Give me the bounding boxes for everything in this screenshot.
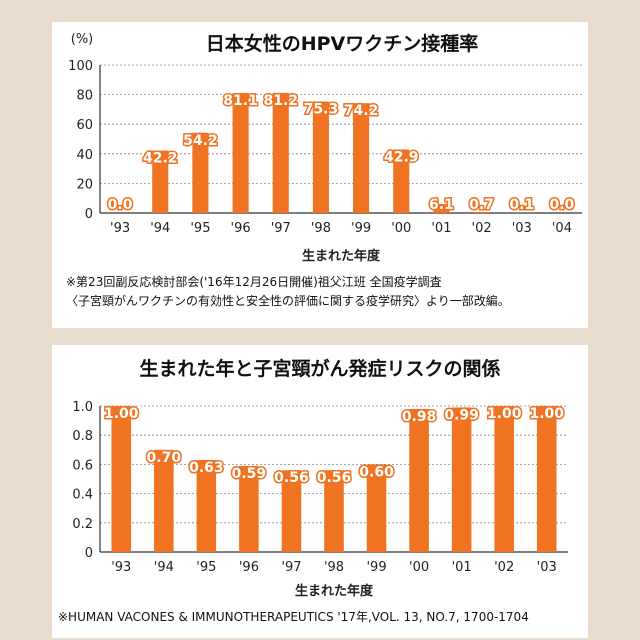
bar — [312, 101, 329, 213]
data-label: 1.00 — [529, 406, 564, 422]
x-tick-label: '96 — [239, 560, 259, 575]
y-tick-label: 100 — [68, 59, 93, 74]
x-tick-label: '94 — [154, 560, 174, 575]
x-tick-label: '97 — [281, 560, 301, 575]
bar — [152, 150, 169, 213]
y-tick-label: 0 — [85, 546, 93, 561]
bar — [232, 92, 249, 213]
y-tick-label: 0.4 — [72, 488, 93, 503]
data-label: 42.2 — [143, 151, 178, 167]
y-tick-label: 1.0 — [72, 400, 93, 415]
x-axis-title: 生まれた年度 — [302, 248, 381, 264]
data-label: 74.2 — [344, 103, 379, 119]
x-tick-label: '00 — [391, 221, 411, 236]
data-label: 81.2 — [263, 93, 298, 109]
x-tick-label: '95 — [196, 560, 216, 575]
x-tick-label: '98 — [324, 560, 344, 575]
bar — [192, 132, 209, 213]
data-label: 0.0 — [550, 197, 575, 213]
bar — [473, 211, 490, 213]
x-tick-label: '98 — [311, 221, 331, 236]
x-tick-label: '97 — [271, 221, 291, 236]
x-tick-label: '99 — [366, 560, 386, 575]
bar — [366, 464, 387, 552]
bar — [111, 406, 132, 552]
bar — [272, 92, 289, 213]
source-note: 〈子宮頸がんワクチンの有効性と安全性の評価に関する疫学研究〉より一部改編。 — [66, 293, 510, 308]
x-tick-label: '00 — [409, 560, 429, 575]
data-label: 0.59 — [232, 466, 267, 482]
data-label: 0.7 — [469, 197, 494, 213]
y-tick-label: 60 — [76, 118, 93, 133]
x-tick-label: '02 — [472, 221, 492, 236]
y-tick-label: 80 — [76, 89, 93, 104]
bar — [451, 407, 472, 552]
data-label: 0.98 — [402, 409, 437, 425]
y-tick-label: 0.2 — [72, 517, 93, 532]
source-note: ※第23回副反応検討部会('16年12月26日開催)祖父江班 全国疫学調査 — [66, 274, 442, 289]
bar — [433, 203, 450, 213]
x-tick-label: '94 — [150, 221, 170, 236]
data-label: 0.70 — [147, 450, 182, 466]
bar — [494, 406, 514, 552]
x-tick-label: '01 — [431, 221, 451, 236]
data-label: 1.00 — [104, 406, 139, 422]
cancer-risk-chart-panel: 生まれた年と子宮頸がん発症リスクの関係 0 0.2 0.4 0.6 0.8 1.0 1.00 '… — [52, 345, 588, 638]
data-label: 75.3 — [304, 102, 339, 118]
x-tick-label: '96 — [231, 221, 251, 236]
data-label: 0.63 — [189, 460, 224, 476]
x-tick-label: '93 — [110, 221, 130, 236]
bar — [281, 470, 302, 552]
y-tick-label: 20 — [76, 177, 93, 192]
data-label: 0.1 — [509, 197, 534, 213]
y-unit-label: (%) — [71, 32, 94, 47]
bar — [196, 460, 217, 552]
y-tick-label: 0 — [85, 207, 93, 222]
x-tick-label: '03 — [537, 560, 557, 575]
bar — [239, 465, 259, 552]
x-tick-label: '99 — [351, 221, 371, 236]
x-tick-label: '95 — [190, 221, 210, 236]
cancer-risk-chart: 生まれた年と子宮頸がん発症リスクの関係 0 0.2 0.4 0.6 0.8 1.0 1.00 '… — [58, 357, 568, 624]
data-label: 0.99 — [444, 407, 479, 423]
x-tick-label: '01 — [452, 560, 472, 575]
y-tick-label: 0.6 — [72, 458, 93, 473]
chart-title: 日本女性のHPVワクチン接種率 — [206, 32, 479, 55]
data-label: 0.56 — [274, 470, 309, 486]
vaccination-rate-chart: 日本女性のHPVワクチン接種率 (%) 0 20 40 60 80 100 0.0 '93 42.2… — [66, 32, 582, 308]
x-tick-label: '02 — [494, 560, 514, 575]
bar — [393, 149, 410, 213]
data-label: 81.1 — [223, 93, 258, 109]
data-label: 42.9 — [384, 150, 419, 166]
source-note: ※HUMAN VACONES & IMMUNOTHERAPEUTICS '17年… — [58, 610, 529, 624]
bar — [324, 470, 344, 552]
bar — [154, 449, 174, 552]
data-label: 54.2 — [183, 133, 218, 149]
y-tick-label: 0.8 — [72, 429, 93, 444]
bar — [536, 406, 557, 552]
data-label: 1.00 — [487, 406, 522, 422]
y-tick-label: 40 — [76, 148, 93, 163]
chart-title: 生まれた年と子宮頸がん発症リスクの関係 — [139, 357, 500, 380]
x-tick-label: '03 — [512, 221, 532, 236]
bar — [409, 408, 429, 552]
data-label: 6.1 — [429, 197, 454, 213]
x-axis-title: 生まれた年度 — [295, 583, 374, 599]
bar — [353, 103, 370, 213]
x-tick-label: '93 — [111, 560, 131, 575]
vaccination-rate-chart-panel: 日本女性のHPVワクチン接種率 (%) 0 20 40 60 80 100 0.0 '93 42.2… — [52, 22, 588, 328]
data-label: 0.0 — [108, 197, 133, 213]
x-tick-label: '04 — [552, 221, 572, 236]
data-label: 0.56 — [317, 470, 352, 486]
data-label: 0.60 — [359, 464, 394, 480]
